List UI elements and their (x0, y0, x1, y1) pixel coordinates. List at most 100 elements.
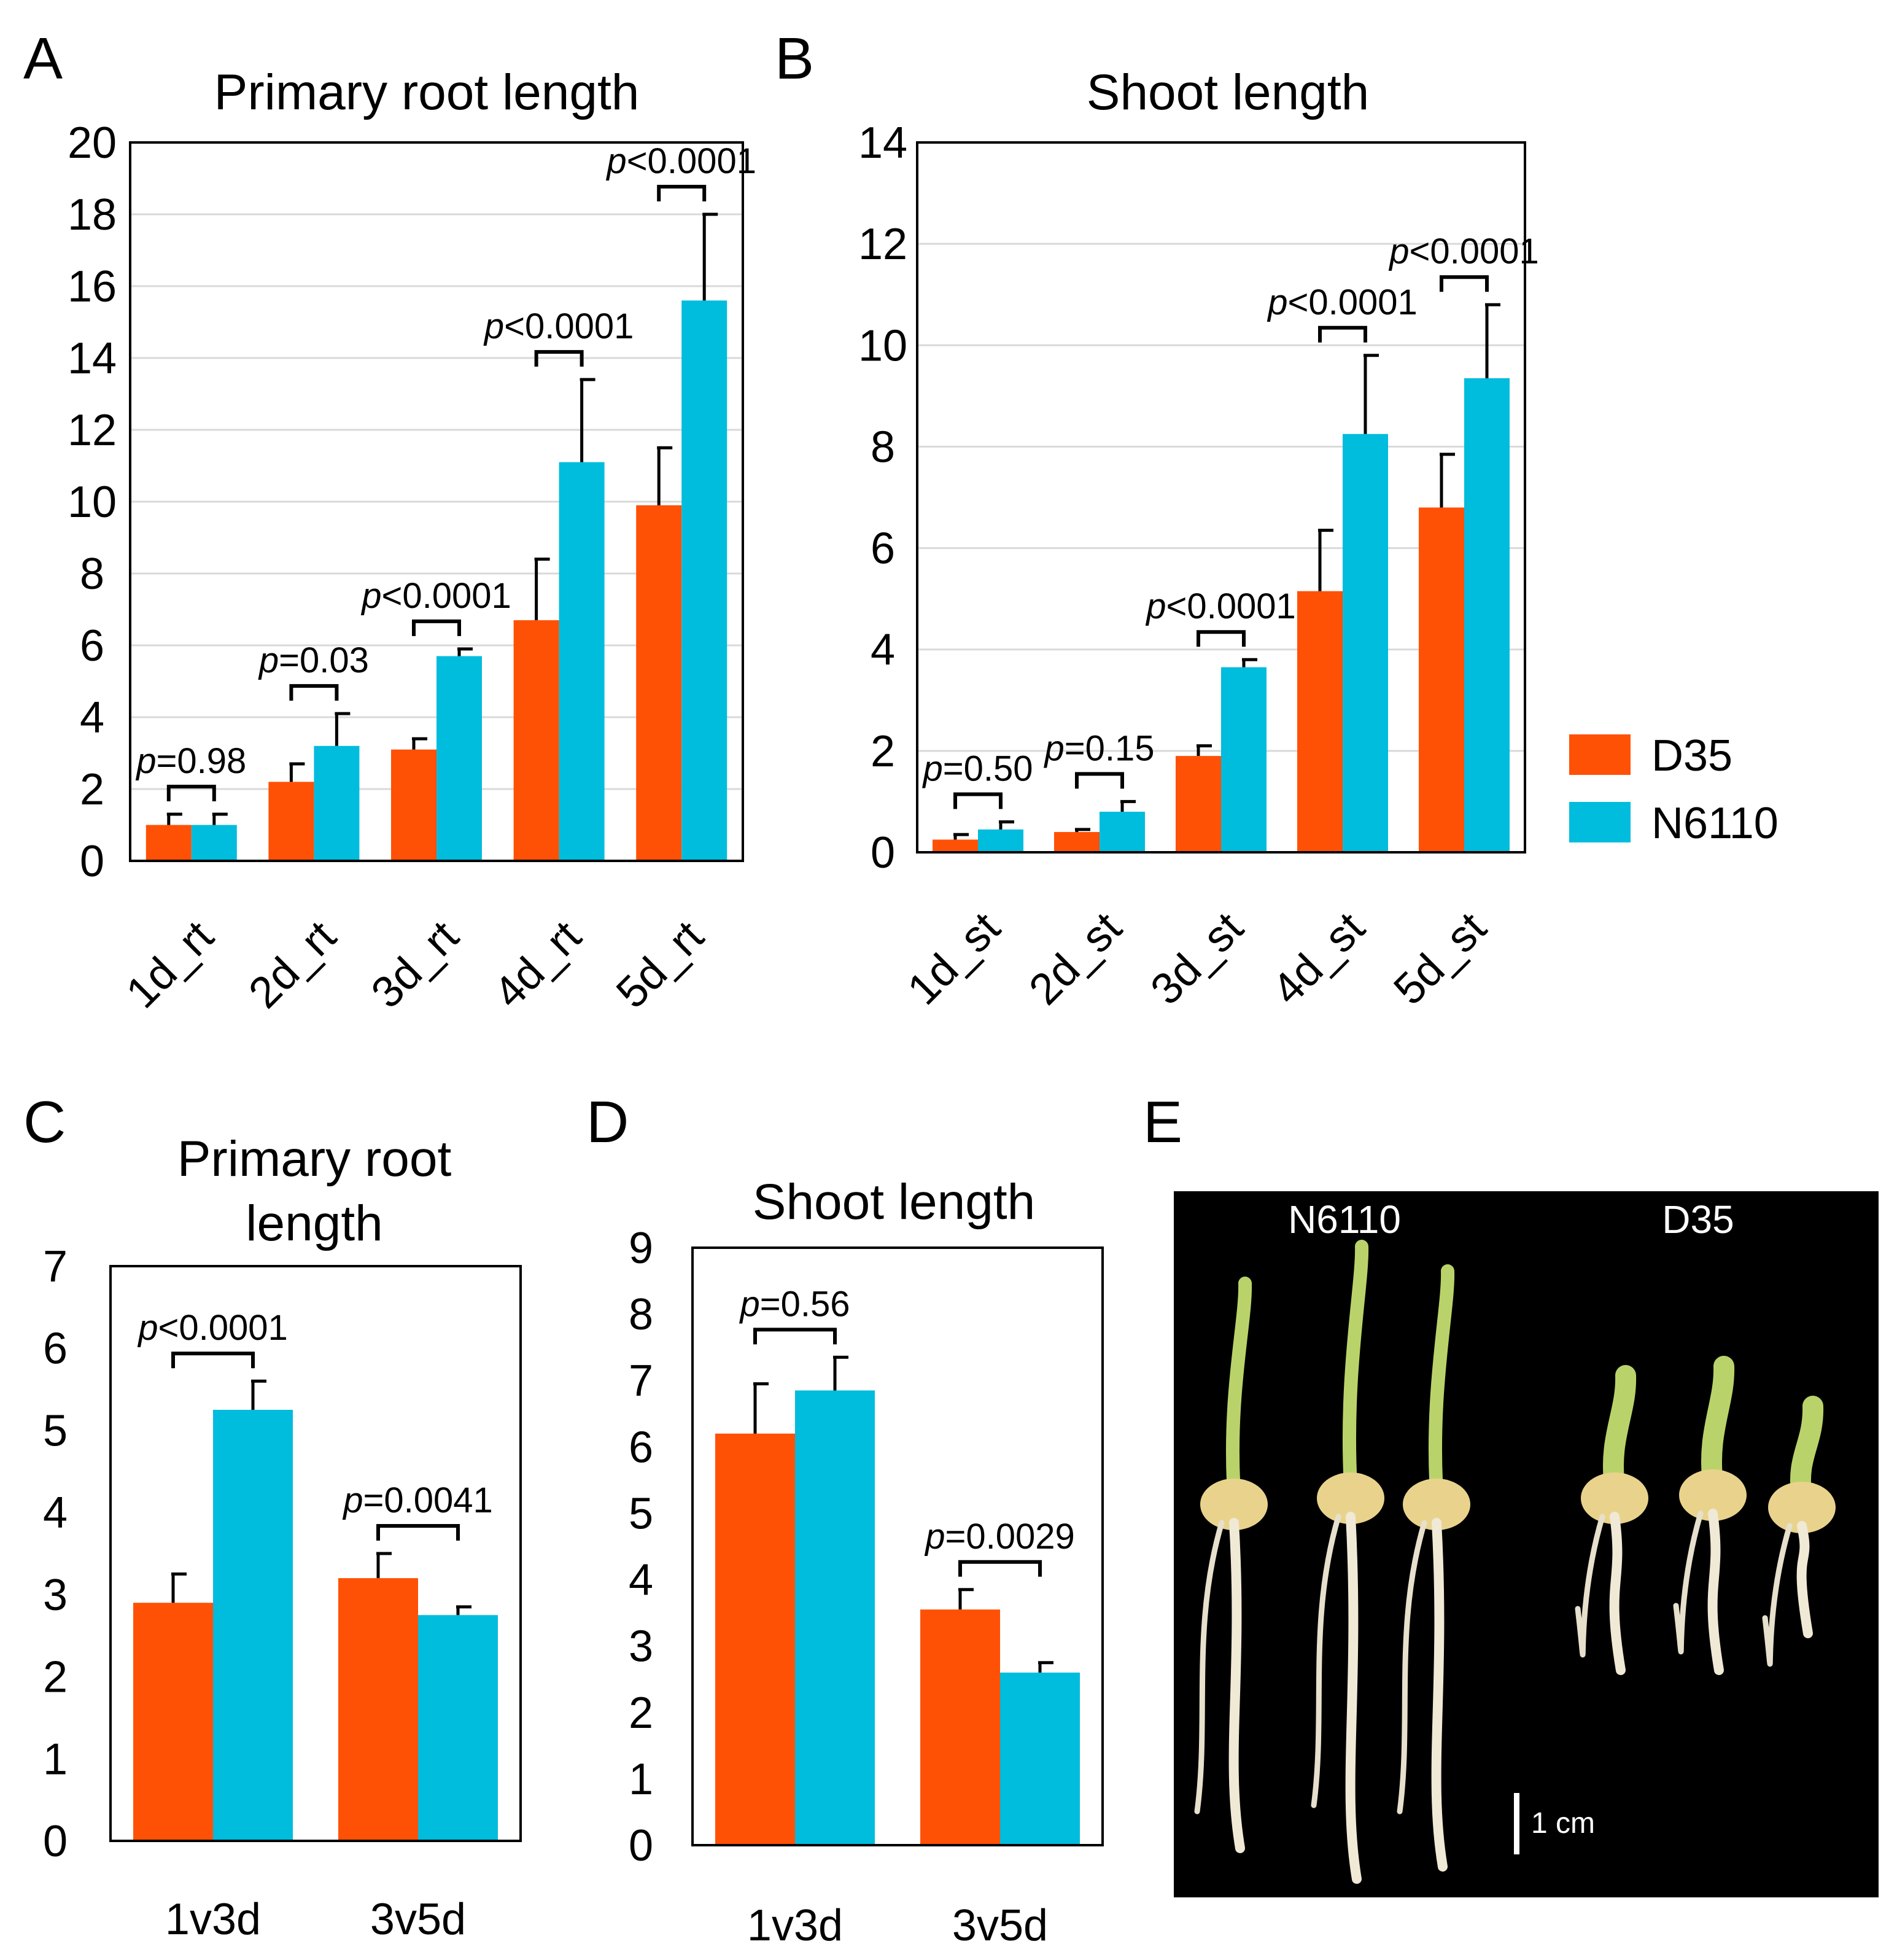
significance-bracket (1440, 275, 1489, 292)
x-category-label: 1v3d (165, 1895, 261, 1944)
p-value-label: p=0.0029 (924, 1517, 1075, 1557)
bar-n6110 (1343, 434, 1388, 852)
chart-title: Primary root (177, 1131, 452, 1187)
bar-d35 (268, 782, 314, 861)
legend-label-n6110: N6110 (1651, 799, 1779, 848)
lateral-root (1194, 1520, 1225, 1814)
seed (1403, 1479, 1470, 1530)
x-category-label: 3d_rt (362, 912, 468, 1018)
y-tick-label: 6 (43, 1324, 68, 1374)
panel-letter-c: C (23, 1089, 66, 1155)
p-value-label: p=0.56 (739, 1284, 850, 1324)
p-value: =0.98 (157, 741, 247, 781)
legend: D35 N6110 (1569, 731, 1779, 848)
significance-bracket (1197, 630, 1246, 647)
lateral-root (1673, 1511, 1704, 1655)
shoot (1225, 1277, 1252, 1499)
significance-bracket (289, 684, 339, 701)
y-tick-label: 4 (871, 626, 895, 675)
bar-n6110 (795, 1390, 875, 1845)
significance-bracket (171, 1351, 255, 1369)
bar-n6110 (559, 462, 605, 861)
p-value-label: p=0.50 (921, 749, 1033, 788)
x-category-label: 1v3d (747, 1901, 843, 1950)
y-tick-label: 10 (68, 478, 117, 527)
bar-d35 (1176, 756, 1221, 852)
p-value: <0.0001 (627, 141, 756, 181)
p-value-label: p<0.0001 (360, 576, 511, 616)
bar-n6110 (681, 300, 727, 861)
p-value-label: p=0.15 (1043, 728, 1154, 768)
photo-label-n6110: N6110 (1288, 1197, 1401, 1242)
p-value: =0.03 (279, 640, 369, 680)
x-category-label: 3d_st (1141, 903, 1252, 1014)
seed (1679, 1469, 1747, 1521)
y-tick-label: 2 (871, 727, 895, 776)
x-category-label: 1d_st (898, 903, 1009, 1014)
significance-bracket (958, 1560, 1042, 1577)
x-category-label: 1d_rt (117, 912, 223, 1018)
p-value: <0.0001 (504, 306, 634, 346)
p-value: <0.0001 (1287, 282, 1417, 322)
y-tick-label: 0 (43, 1817, 68, 1866)
seedling (1311, 1240, 1384, 1884)
p-value-label: p<0.0001 (137, 1308, 288, 1348)
plot-frame (691, 1246, 1104, 1846)
plot-frame (129, 141, 744, 862)
shoot (1602, 1365, 1637, 1496)
bar-d35 (715, 1433, 795, 1845)
y-tick-label: 14 (68, 334, 117, 383)
root (1228, 1518, 1245, 1853)
p-value-label: p<0.0001 (483, 306, 634, 346)
significance-bracket (412, 619, 461, 636)
p-value: <0.0001 (1166, 586, 1295, 626)
lateral-root (1397, 1520, 1427, 1814)
x-category-label: 3v5d (952, 1901, 1048, 1950)
y-tick-label: 0 (871, 828, 895, 877)
legend-swatch-d35 (1569, 734, 1631, 775)
panel-letter-e: E (1143, 1089, 1182, 1155)
p-italic: p (1145, 586, 1166, 626)
y-tick-label: 9 (629, 1224, 653, 1273)
bar-n6110 (314, 745, 360, 861)
y-tick-label: 4 (80, 693, 104, 742)
seedling-photo-panel: E N6110 D35 1 cm (1143, 1089, 1879, 1897)
seedling (1762, 1396, 1836, 1667)
root (1796, 1521, 1813, 1638)
significance-bracket (1318, 325, 1367, 343)
y-tick-label: 4 (43, 1488, 68, 1538)
seedling-illustrations (1194, 1240, 1836, 1884)
y-tick-label: 6 (80, 621, 104, 671)
panel-letter-b: B (775, 26, 814, 91)
y-tick-label: 16 (68, 262, 117, 311)
p-value: =0.15 (1065, 728, 1155, 768)
bar-n6110 (1464, 378, 1510, 852)
bar-d35 (338, 1578, 418, 1841)
x-category-label: 2d_st (1020, 903, 1131, 1014)
y-tick-label: 8 (80, 550, 104, 599)
y-tick-label: 0 (629, 1821, 653, 1870)
x-category-label: 5d_rt (607, 912, 713, 1018)
y-tick-label: 6 (629, 1423, 653, 1472)
y-tick-label: 1 (43, 1735, 68, 1784)
seed (1317, 1472, 1384, 1524)
lateral-root (1311, 1514, 1341, 1808)
x-category-label: 2d_rt (239, 912, 346, 1018)
bar-d35 (133, 1603, 213, 1841)
seed (1768, 1482, 1836, 1533)
y-tick-label: 3 (43, 1571, 68, 1620)
p-italic: p (342, 1480, 363, 1520)
p-value-label: p=0.0041 (342, 1480, 493, 1520)
plot-frame (109, 1265, 522, 1842)
y-tick-label: 7 (43, 1242, 68, 1291)
root (1345, 1512, 1362, 1884)
y-tick-label: 6 (871, 524, 895, 574)
bar-n6110 (978, 829, 1023, 852)
bar-d35 (145, 825, 192, 861)
p-italic: p (135, 741, 156, 781)
plot-frame (916, 141, 1526, 854)
scale-bar-label: 1 cm (1531, 1807, 1595, 1840)
